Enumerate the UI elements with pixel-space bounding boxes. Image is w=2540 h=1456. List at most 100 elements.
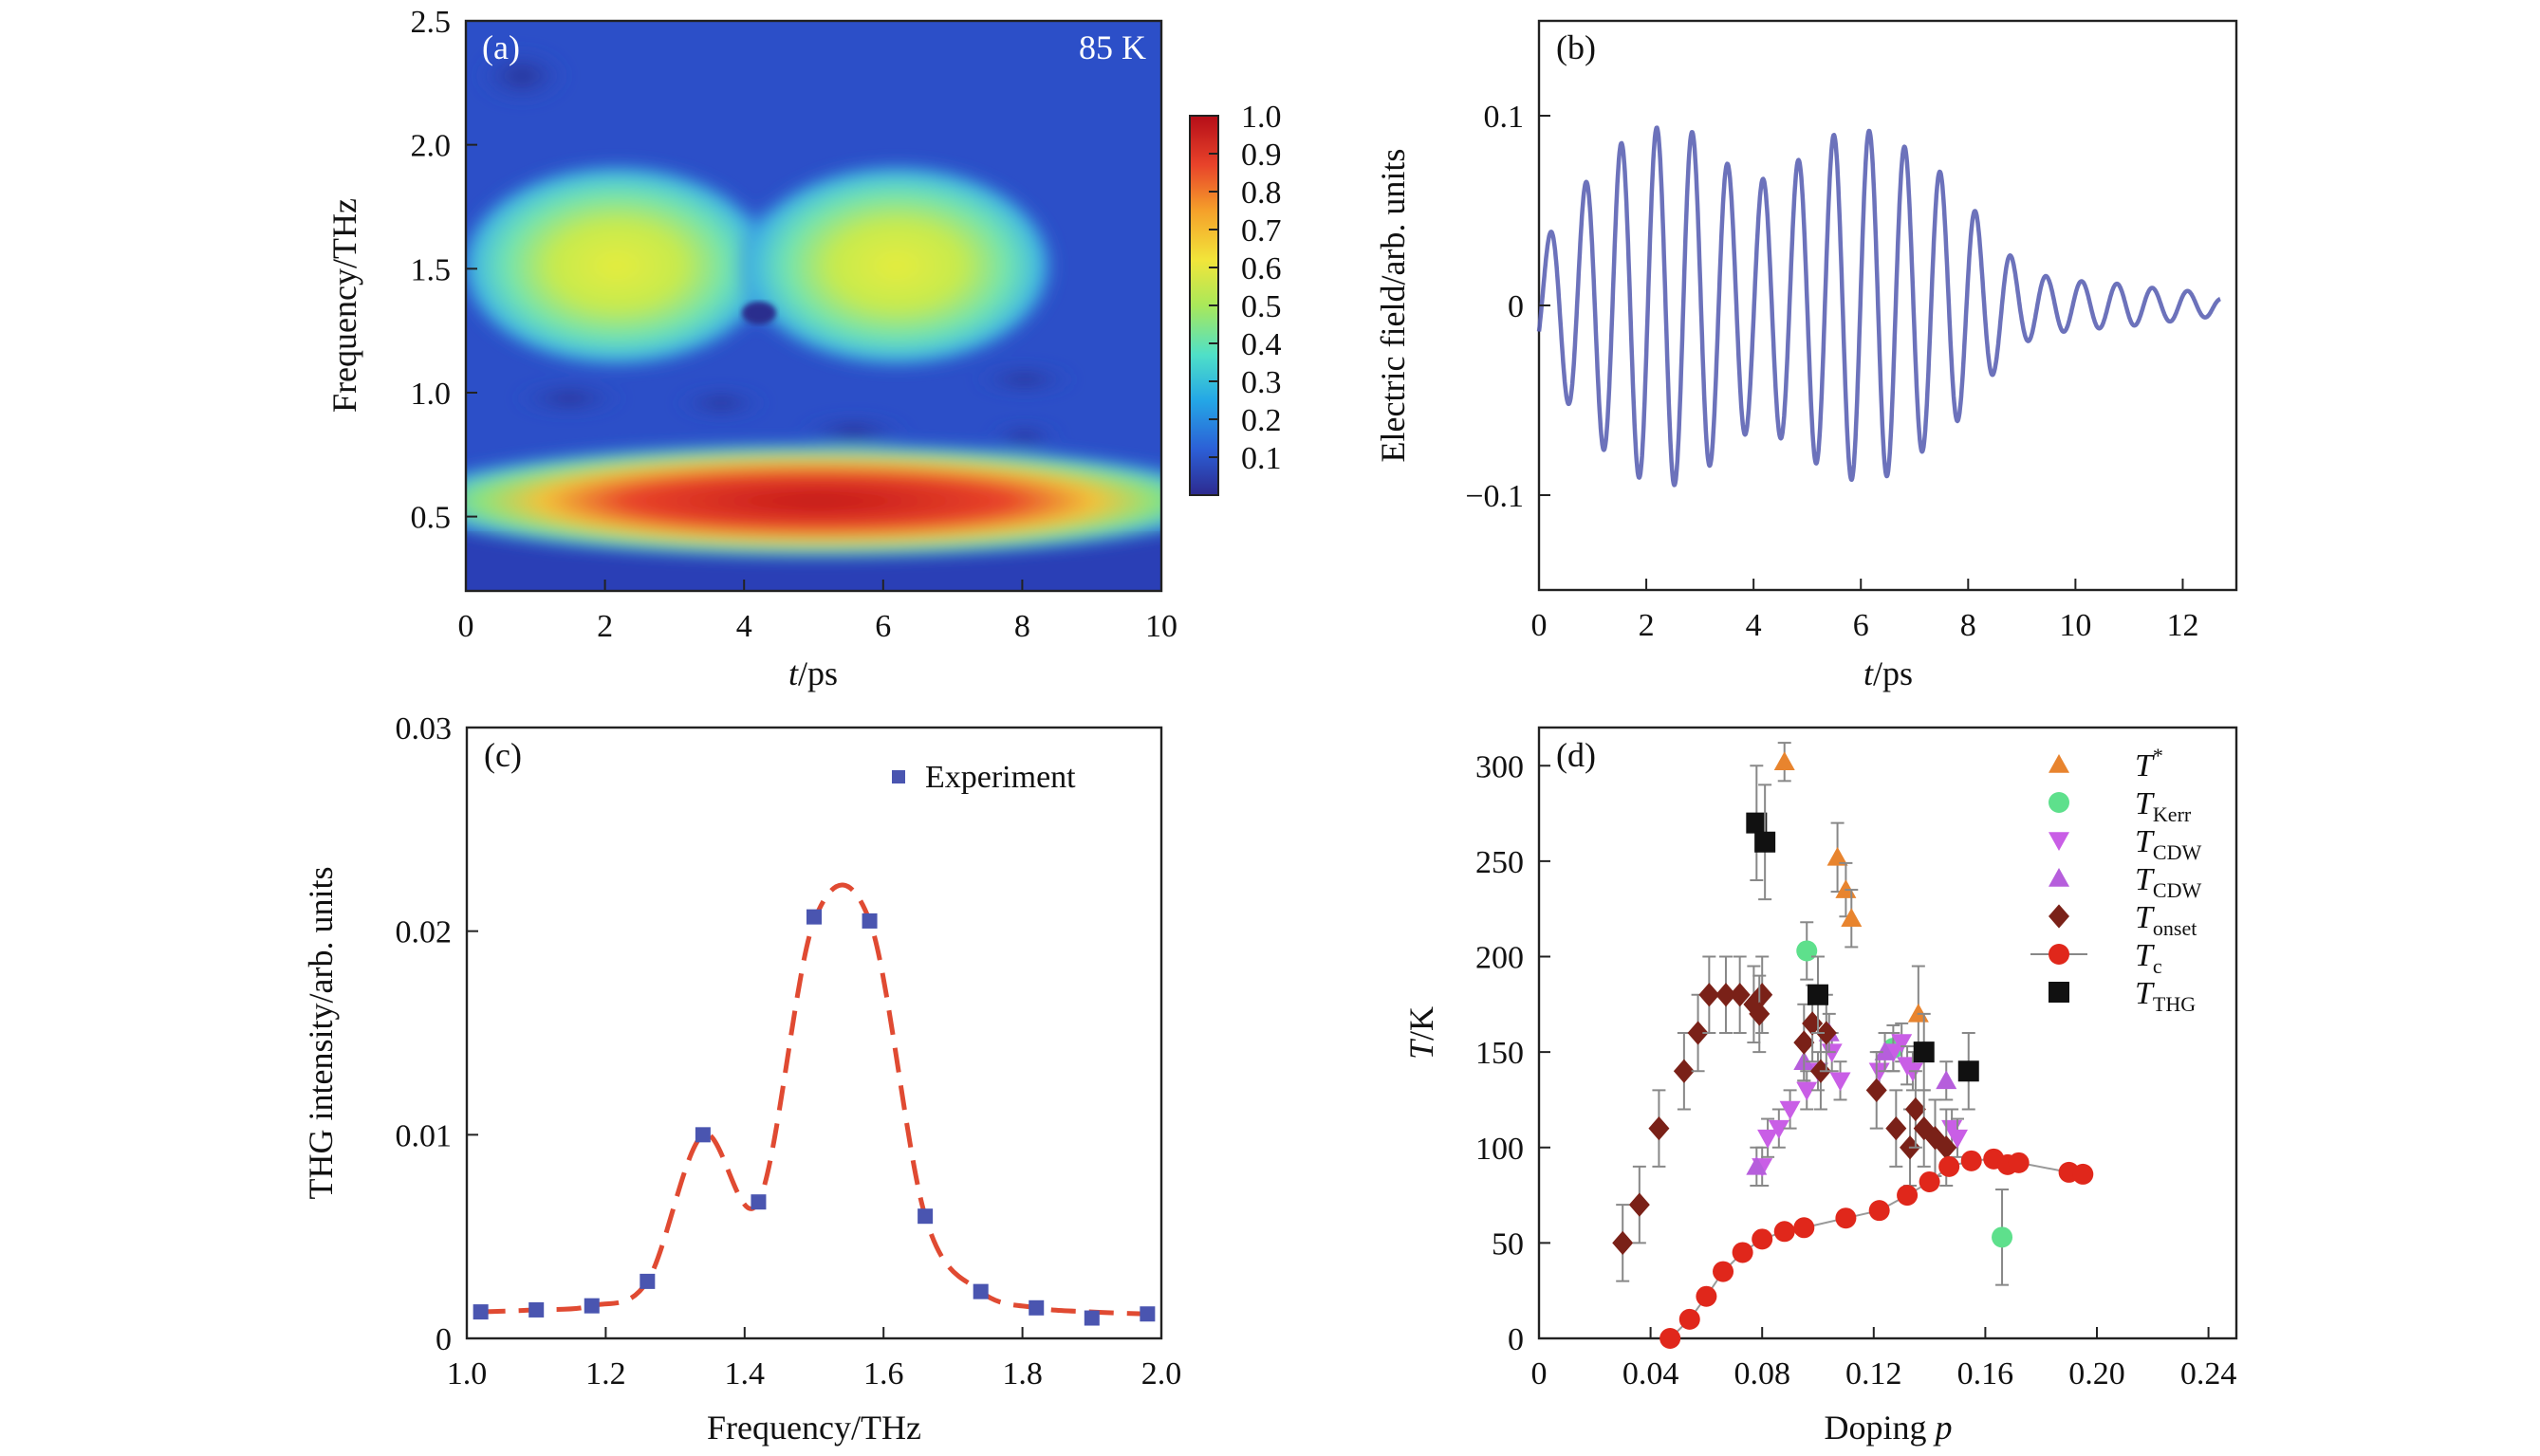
colorbar-tick-label: 0.8 (1241, 175, 1282, 211)
point-kerr (1796, 940, 1818, 962)
fit-curve (480, 882, 1148, 1317)
y-tick-label: 100 (1475, 1132, 1524, 1167)
point-onset (1936, 1135, 1957, 1160)
point-cdw (1768, 1119, 1789, 1139)
legend-label: TTHG (2135, 976, 2196, 1016)
point-c (1960, 1150, 1982, 1171)
heatmap-image (466, 21, 1161, 591)
x-tick-label: 2 (1639, 608, 1655, 643)
panel-b-label: (b) (1556, 28, 1596, 66)
point-thg (1957, 1060, 1979, 1082)
experiment-point (973, 1283, 989, 1299)
x-tick-label: 0.20 (2068, 1356, 2125, 1391)
legend-label: TCDW (2135, 862, 2201, 902)
point-onset (1648, 1115, 1670, 1141)
legend-label-subscript: CDW (2153, 878, 2202, 902)
point-onset (1749, 1002, 1771, 1026)
panel-a-x-axis-label: t/ps (788, 654, 838, 692)
x-tick-label: 2.0 (1141, 1356, 1182, 1391)
point-c (1835, 1207, 1857, 1229)
panel-b-x-ticks: 0 2 4 6 8 10 12 (1531, 579, 2198, 643)
point-kerr (1992, 1226, 2013, 1248)
y-tick-label: 0.02 (396, 915, 453, 950)
point-onset (1885, 1115, 1907, 1141)
point-cdw (1821, 1043, 1843, 1063)
y-tick-label: 0 (436, 1322, 452, 1357)
y-tick-label: 200 (1475, 941, 1524, 976)
y-tick-label: 2.0 (411, 129, 452, 164)
legend-label: Tonset (2135, 900, 2197, 940)
point-onset (1729, 983, 1751, 1007)
legend-marker (2049, 754, 2069, 773)
panel-c-label: (c) (484, 736, 522, 774)
experiment-point (584, 1298, 600, 1314)
legend-label-main: T (2135, 900, 2155, 935)
legend-label-main: T (2135, 938, 2155, 973)
x-tick-label: 1.2 (585, 1356, 626, 1391)
experiment-points (473, 909, 1156, 1326)
legend-label-main: T (2135, 786, 2155, 821)
y-tick-label: 50 (1492, 1226, 1524, 1262)
y-tick-label: 2.5 (411, 5, 452, 40)
x-tick-label: 1.0 (447, 1356, 488, 1391)
panel-d-y-axis-label: T/K (1402, 1006, 1440, 1060)
x-tick-label: 0.08 (1734, 1356, 1790, 1391)
point-cdw (1947, 1129, 1968, 1149)
legend-label-subscript: c (2153, 954, 2162, 978)
point-c (1919, 1170, 1940, 1192)
y-tick-label: 1.5 (411, 252, 452, 287)
x-tick-label: 10 (2059, 608, 2091, 643)
point-star (1773, 751, 1795, 771)
point-cdw (1746, 1155, 1768, 1175)
panel-b-x-axis-label: t/ps (1863, 654, 1913, 692)
panel-d-x-axis-label: Doping p (1825, 1409, 1953, 1447)
point-c (1938, 1155, 1960, 1177)
x-tick-label: 0.24 (2180, 1356, 2237, 1391)
panel-a-heatmap: 0 2 4 6 8 10 0.5 1.0 1.5 2.0 2.5 (a) 85 K t/ps Fr… (325, 5, 1282, 692)
legend-experiment-marker (892, 770, 905, 783)
legend-marker (2049, 904, 2069, 929)
point-thg (1754, 831, 1776, 853)
experiment-point (1029, 1299, 1045, 1316)
x-tick-label: 1.4 (725, 1356, 766, 1391)
y-tick-label: 300 (1475, 749, 1524, 784)
point-star (1841, 908, 1863, 928)
x-tick-label: 12 (2166, 608, 2198, 643)
electric-field-trace (1536, 125, 2222, 488)
point-onset (1687, 1021, 1709, 1045)
point-onset (1752, 983, 1773, 1007)
experiment-point (751, 1194, 767, 1210)
point-cdw (1936, 1070, 1957, 1090)
panel-b-frame (1537, 19, 2238, 592)
experiment-point (528, 1301, 545, 1318)
point-cdw (1891, 1034, 1913, 1054)
y-tick-label: 150 (1475, 1036, 1524, 1071)
x-tick-label: 0.04 (1622, 1356, 1679, 1391)
point-cdw (1779, 1100, 1801, 1120)
point-c (1752, 1228, 1773, 1250)
point-onset (1698, 983, 1720, 1007)
tc-line-path (1669, 1157, 2084, 1339)
panel-b-waveform: 0 2 4 6 8 10 12 0.1 0 −0.1 (b) t/ps Electric fie… (1374, 19, 2238, 692)
experiment-point (862, 912, 878, 929)
legend-label: T* (2135, 744, 2163, 783)
colorbar-tick-label: 0.3 (1241, 365, 1282, 400)
colorbar-tick-label: 0.5 (1241, 289, 1282, 324)
x-tick-label: 0 (458, 609, 474, 644)
phase-diagram-points (1612, 742, 2094, 1349)
panel-b-y-ticks: 0.1 0 −0.1 (1465, 100, 1550, 514)
point-c (1732, 1242, 1753, 1263)
panel-d-phase-diagram: 0 0.04 0.08 0.12 0.16 0.20 0.24 0 50 100 150 200 25… (1402, 726, 2238, 1447)
legend-marker (2049, 792, 2069, 813)
legend-label: Tc (2135, 938, 2162, 978)
colorbar-ticks: 0.10.20.30.40.50.60.70.80.91.0 (1209, 100, 1282, 476)
experiment-point (918, 1208, 934, 1225)
legend-marker (2049, 832, 2069, 851)
x-tick-label: 10 (1145, 609, 1177, 644)
legend-label-subscript: Kerr (2153, 802, 2192, 826)
point-cdw (1796, 1081, 1818, 1101)
legend-experiment-label: Experiment (925, 760, 1076, 795)
panel-a-label: (a) (482, 28, 520, 66)
